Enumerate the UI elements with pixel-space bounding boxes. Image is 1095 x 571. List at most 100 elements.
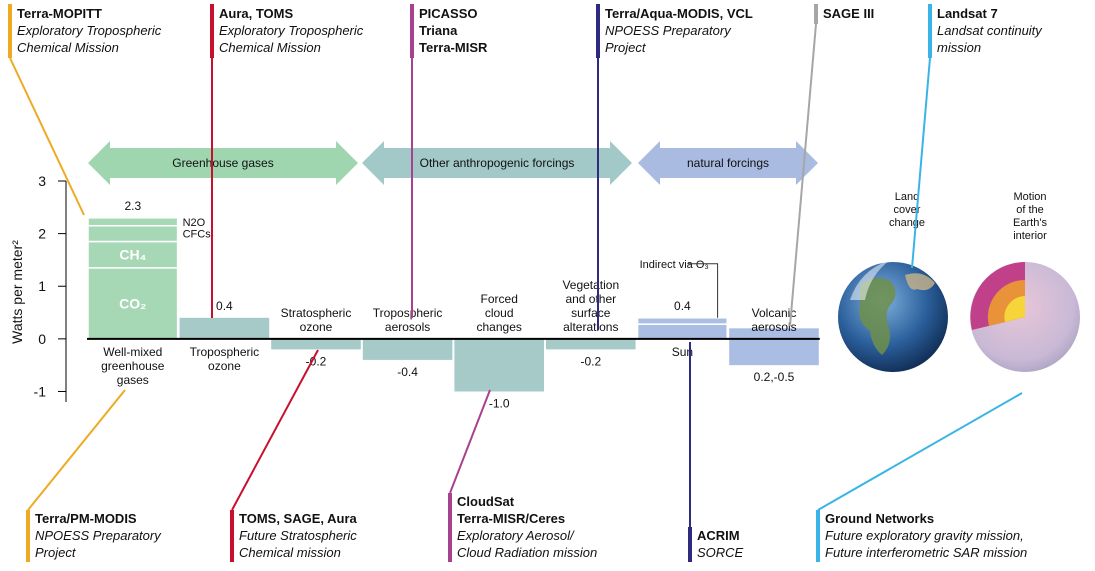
- forcing-label: natural forcings: [687, 156, 769, 170]
- bar: [546, 338, 636, 350]
- segment-label: CFCs: [183, 229, 212, 241]
- mission-text: SAGE III: [823, 6, 874, 21]
- mission-pointer: [27, 389, 126, 511]
- globe-label: Land: [895, 191, 919, 203]
- forcing-label: Other anthropogenic forcings: [420, 156, 575, 170]
- mission-text: Exploratory Tropospheric: [219, 23, 364, 38]
- bar-segment: [87, 224, 179, 243]
- mission-bar: [410, 4, 414, 58]
- mission-bar: [210, 4, 214, 58]
- bar: [271, 338, 361, 350]
- segment-label: N2O: [183, 217, 206, 229]
- bar: [729, 328, 819, 366]
- mission-text: Exploratory Aerosol/: [457, 528, 575, 543]
- mission-pointer: [231, 349, 319, 511]
- category-label: Sun: [672, 345, 693, 359]
- mission-bar: [596, 4, 600, 58]
- bar: [454, 338, 544, 392]
- mission-text: mission: [937, 40, 981, 55]
- category-label: Tropospheric: [373, 306, 443, 320]
- category-label: ozone: [300, 320, 333, 334]
- globe-label: of the: [1016, 204, 1044, 216]
- segment-label: CO₂: [119, 295, 146, 311]
- category-label: greenhouse: [101, 359, 165, 373]
- mission-text: Terra-MISR: [419, 40, 488, 55]
- category-label: surface: [571, 306, 611, 320]
- category-label: aerosols: [751, 320, 796, 334]
- category-label: alterations: [563, 320, 618, 334]
- mission-text: Future exploratory gravity mission,: [825, 528, 1024, 543]
- bar-segment: [636, 323, 728, 340]
- mission-pointer: [911, 57, 931, 269]
- y-axis-label: Watts per meter²: [9, 240, 25, 344]
- bar-segment: [87, 240, 179, 269]
- mission-text: Landsat continuity: [937, 23, 1043, 38]
- mission-text: Aura, TOMS: [219, 6, 293, 21]
- mission-text: PICASSO: [419, 6, 478, 21]
- mission-text: Landsat 7: [937, 6, 998, 21]
- category-label: cloud: [485, 306, 514, 320]
- y-tick-label: 2: [38, 226, 46, 242]
- mission-pointer: [9, 57, 85, 216]
- bracket: [687, 263, 719, 318]
- mission-text: Exploratory Tropospheric: [17, 23, 162, 38]
- y-tick-label: 0: [38, 331, 46, 347]
- category-label: Volcanic: [752, 306, 797, 320]
- category-label: Tropospheric: [190, 345, 260, 359]
- value-label: 0.2,-0.5: [754, 370, 795, 384]
- value-label: 0.4: [216, 299, 233, 313]
- globe-label: interior: [1013, 230, 1047, 242]
- y-tick-label: 1: [38, 278, 46, 294]
- forcing-arrow: [88, 141, 358, 185]
- mission-text: Terra/Aqua-MODIS, VCL: [605, 6, 753, 21]
- mission-text: SORCE: [697, 545, 744, 560]
- category-label: ozone: [208, 359, 241, 373]
- category-label: Well-mixed: [103, 345, 162, 359]
- mission-bar: [230, 510, 234, 562]
- mission-bar: [448, 493, 452, 562]
- mission-text: CloudSat: [457, 494, 515, 509]
- mission-text: Terra/PM-MODIS: [35, 511, 137, 526]
- mission-pointer: [449, 389, 491, 494]
- category-label: changes: [477, 320, 522, 334]
- mission-text: Chemical Mission: [219, 40, 321, 55]
- forcing-arrow: [638, 141, 818, 185]
- value-label: -1.0: [489, 396, 510, 410]
- forcing-arrow: [362, 141, 632, 185]
- mission-pointer: [789, 23, 817, 327]
- mission-text: NPOESS Preparatory: [605, 23, 732, 38]
- value-label: 2.3: [124, 199, 141, 213]
- mission-pointer: [817, 392, 1023, 511]
- category-label: Vegetation: [562, 278, 619, 292]
- category-label: gases: [117, 373, 149, 387]
- segment-label: Indirect via O₃: [640, 259, 709, 271]
- mission-text: NPOESS Preparatory: [35, 528, 162, 543]
- bar-segment: [636, 317, 728, 325]
- forcing-label: Greenhouse gases: [172, 156, 273, 170]
- mission-text: Cloud Radiation mission: [457, 545, 597, 560]
- value-label: 0.4: [674, 299, 691, 313]
- mission-bar: [26, 510, 30, 562]
- mission-text: Chemical mission: [239, 545, 341, 560]
- category-label: Forced: [481, 292, 518, 306]
- bar-segment: [87, 217, 179, 227]
- mission-text: Project: [605, 40, 647, 55]
- y-tick-label: -1: [34, 383, 47, 399]
- category-label: Stratospheric: [281, 306, 352, 320]
- mission-text: Future interferometric SAR mission: [825, 545, 1027, 560]
- category-label: aerosols: [385, 320, 430, 334]
- mission-text: ACRIM: [697, 528, 740, 543]
- globe-label: Motion: [1013, 191, 1046, 203]
- mission-text: Terra-MISR/Ceres: [457, 511, 565, 526]
- mission-text: Terra-MOPITT: [17, 6, 102, 21]
- mission-text: Project: [35, 545, 77, 560]
- value-label: -0.2: [580, 354, 601, 368]
- globe-label: Earth's: [1013, 217, 1047, 229]
- category-label: and other: [565, 292, 616, 306]
- segment-label: CH₄: [119, 247, 146, 263]
- globe-label: change: [889, 217, 925, 229]
- bar: [362, 338, 453, 360]
- mission-text: Triana: [419, 23, 458, 38]
- globe-label: cover: [894, 204, 921, 216]
